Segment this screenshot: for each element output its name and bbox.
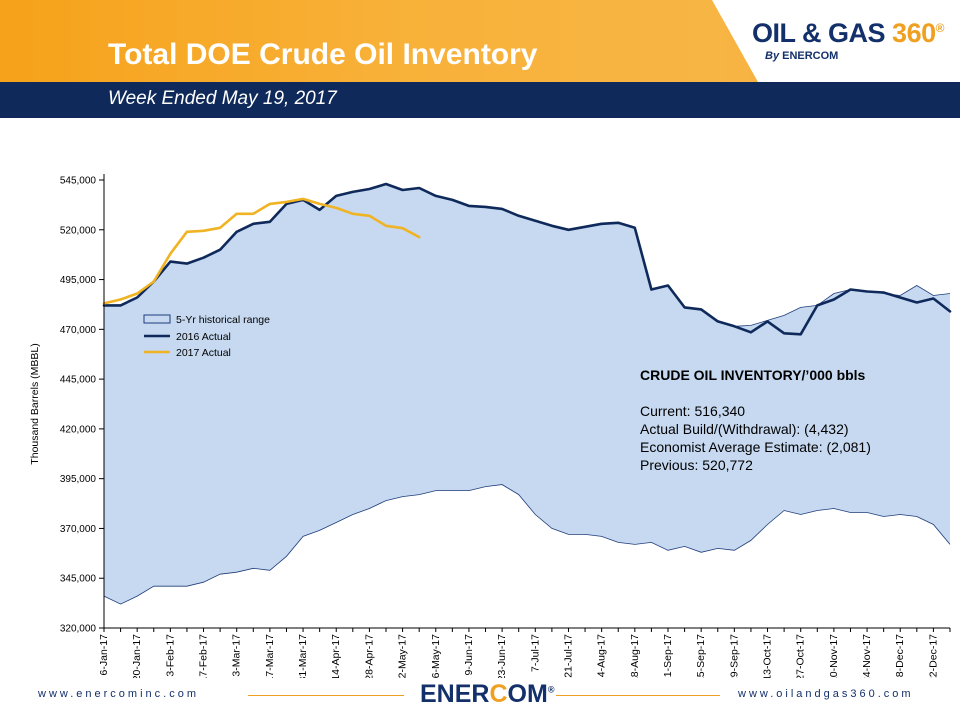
- x-tick-label: 6-Jan-17: [98, 634, 110, 676]
- x-tick-label: 17-Mar-17: [264, 634, 276, 678]
- x-tick-label: 1-Sep-17: [662, 634, 674, 677]
- x-tick-label: 3-Feb-17: [164, 634, 176, 677]
- x-tick-label: 24-Nov-17: [861, 634, 873, 678]
- callout-previous: Previous: 520,772: [640, 457, 753, 473]
- callout-heading: CRUDE OIL INVENTORY/’000 bbls: [640, 367, 866, 383]
- y-tick-label: 320,000: [60, 624, 97, 635]
- x-tick-label: 15-Sep-17: [695, 634, 707, 678]
- footer-divider-left: [248, 695, 404, 696]
- y-tick-label: 470,000: [60, 325, 97, 336]
- x-tick-label: 27-Oct-17: [795, 634, 807, 678]
- y-tick-label: 495,000: [60, 275, 97, 286]
- x-tick-label: 8-Dec-17: [894, 634, 906, 677]
- x-tick-label: 13-Oct-17: [762, 634, 774, 678]
- x-tick-label: 31-Mar-17: [297, 634, 309, 678]
- x-tick-label: 21-Jul-17: [563, 634, 575, 678]
- logo-panel-shape: [712, 0, 960, 82]
- x-tick-label: 20-Jan-17: [131, 634, 143, 678]
- series-lines-layer: [102, 182, 952, 336]
- chart-legend: 5-Yr historical range 2016 Actual 2017 Act…: [143, 314, 270, 359]
- y-tick-label: 345,000: [60, 574, 97, 585]
- x-tick-label: 4-Aug-17: [596, 634, 608, 677]
- callout-build-withdrawal: Actual Build/(Withdrawal): (4,432): [640, 421, 849, 437]
- y-axis-title: Thousand Barrels (MBBL): [29, 343, 41, 464]
- x-tick-label: 26-May-17: [430, 634, 442, 678]
- logo-enercom-text: ENERCOM: [782, 50, 839, 62]
- inventory-callout: CRUDE OIL INVENTORY/’000 bbls Current: 5…: [640, 366, 871, 474]
- header-banner: Total DOE Crude Oil Inventory Week Ended…: [0, 0, 960, 118]
- callout-economist-estimate: Economist Average Estimate: (2,081): [640, 439, 871, 455]
- x-tick-label: 12-May-17: [397, 634, 409, 678]
- x-tick-label: 7-Jul-17: [529, 634, 541, 672]
- legend-swatch-historical-range: [143, 314, 171, 324]
- x-tick-label: 22-Dec-17: [927, 634, 939, 678]
- footer-oilgas360-url[interactable]: www.oilandgas360.com: [738, 688, 914, 700]
- footer-logo-sun-c: C: [489, 680, 508, 708]
- legend-label-2017-actual: 2017 Actual: [176, 347, 231, 359]
- subtitle-band: [0, 82, 960, 118]
- series-line-2017-actual: [102, 197, 421, 305]
- page-title: Total DOE Crude Oil Inventory: [108, 38, 538, 71]
- page-subtitle: Week Ended May 19, 2017: [108, 88, 337, 109]
- x-tick-label: 28-Apr-17: [363, 634, 375, 678]
- inventory-chart: 320,000 345,000 370,000 395,000 420,000 445,0…: [29, 174, 952, 678]
- footer-divider-right: [556, 695, 720, 696]
- x-tick-label: 29-Sep-17: [728, 634, 740, 678]
- y-tick-label: 420,000: [60, 424, 97, 435]
- logo-byline: By ENERCOM: [765, 50, 838, 62]
- historical-range-area: [104, 184, 950, 605]
- footer-logo-registered-mark: ®: [547, 684, 555, 695]
- y-tick-label: 520,000: [60, 225, 97, 236]
- y-tick-label: 395,000: [60, 474, 97, 485]
- series-line-2016-actual: [102, 182, 952, 336]
- y-tick-label: 370,000: [60, 524, 97, 535]
- y-tick-label: 545,000: [60, 176, 97, 187]
- logo-oil-gas-text: OIL & GAS: [752, 18, 886, 48]
- logo-registered-mark: ®: [935, 21, 945, 35]
- x-tick-label: 23-Jun-17: [496, 634, 508, 678]
- x-tick-label: 17-Feb-17: [198, 634, 210, 678]
- legend-label-historical-range: 5-Yr historical range: [176, 314, 270, 326]
- y-tick-label: 445,000: [60, 375, 97, 386]
- legend-label-2016-actual: 2016 Actual: [176, 331, 231, 343]
- footer-enercom-url[interactable]: www.enercominc.com: [38, 688, 199, 700]
- logo-360-text: 360: [892, 18, 936, 48]
- x-tick-label: 3-Mar-17: [231, 634, 243, 677]
- logo-panel: [712, 0, 960, 82]
- x-tick-label: 14-Apr-17: [330, 634, 342, 678]
- x-tick-label: 18-Aug-17: [629, 634, 641, 678]
- logo-by-text: By: [765, 50, 780, 62]
- historical-range-lower-edge: [103, 484, 951, 605]
- footer-logo-part-3: OM: [507, 680, 548, 708]
- footer-logo-part-1: ENER: [420, 680, 490, 708]
- x-tick-label: 10-Nov-17: [828, 634, 840, 678]
- axes-layer: 320,000 345,000 370,000 395,000 420,000 445,0…: [29, 174, 951, 678]
- enercom-footer-logo: ENERCOM®: [420, 680, 554, 709]
- oil-gas-360-logo: OIL & GAS 360®: [752, 18, 944, 49]
- callout-current: Current: 516,340: [640, 403, 746, 419]
- x-tick-label: 9-Jun-17: [463, 634, 475, 676]
